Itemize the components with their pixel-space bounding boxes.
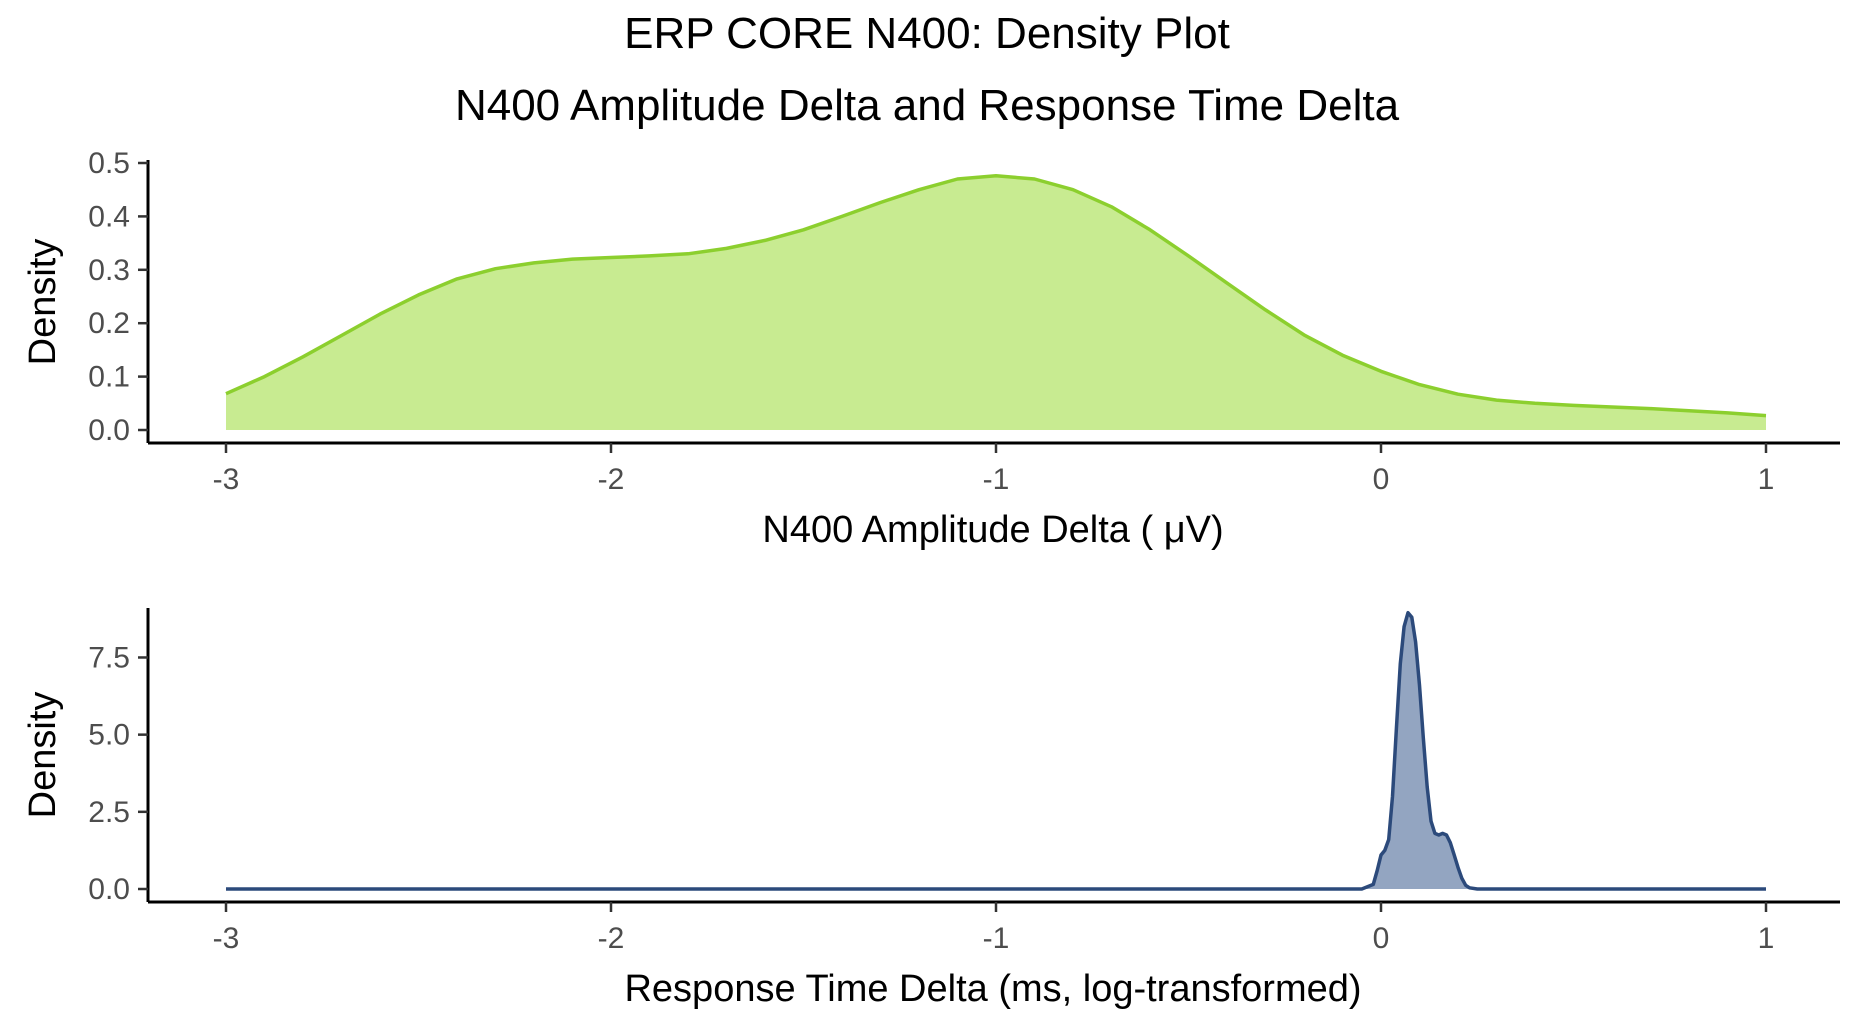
rt-y-tick-label: 0.0 [88, 873, 130, 906]
amplitude-density-line [225, 174, 1767, 418]
amplitude-x-axis-title: N400 Amplitude Delta ( μV) [762, 509, 1223, 551]
amplitude-y-tick-label: 0.2 [88, 307, 130, 340]
amplitude-y-tick-label: 0.4 [88, 200, 130, 233]
amplitude-y-tick-label: 0.3 [88, 254, 130, 287]
rt-y-tick-label: 2.5 [88, 796, 130, 829]
rt-density-line [226, 610, 1766, 891]
amplitude-y-ticks: 0.0 0.1 0.2 0.3 0.4 0.5 [88, 147, 148, 447]
rt-y-ticks: 0.0 2.5 5.0 7.5 [88, 641, 148, 906]
amplitude-x-ticks: -3 -2 -1 0 1 [213, 443, 1775, 496]
amplitude-x-tick-label: -3 [213, 463, 240, 496]
rt-x-ticks: -3 -2 -1 0 1 [213, 902, 1775, 955]
rt-x-axis-title: Response Time Delta (ms, log-transformed… [624, 968, 1361, 1010]
amplitude-x-tick-label: -2 [598, 463, 625, 496]
amplitude-x-tick-label: -1 [983, 463, 1010, 496]
rt-x-tick-label: -2 [598, 922, 625, 955]
rt-x-tick-label: -3 [213, 922, 240, 955]
chart-title: ERP CORE N400: Density Plot [624, 9, 1230, 58]
rt-x-tick-label: 0 [1373, 922, 1390, 955]
rt-density-area [226, 612, 1766, 889]
rt-x-tick-label: -1 [983, 922, 1010, 955]
chart-subtitle: N400 Amplitude Delta and Response Time D… [455, 81, 1400, 130]
amplitude-x-tick-label: 1 [1758, 463, 1775, 496]
rt-y-axis-title: Density [22, 692, 64, 819]
panel-amplitude: 0.0 0.1 0.2 0.3 0.4 0.5 -3 -2 -1 0 1 Density N400… [22, 147, 1840, 551]
rt-y-tick-label: 7.5 [88, 641, 130, 674]
amplitude-x-tick-label: 0 [1373, 463, 1390, 496]
amplitude-y-tick-label: 0.5 [88, 147, 130, 180]
amplitude-y-tick-label: 0.1 [88, 361, 130, 394]
amplitude-y-tick-label: 0.0 [88, 414, 130, 447]
amplitude-density-area [226, 175, 1766, 430]
amplitude-y-axis-title: Density [22, 239, 64, 366]
rt-x-tick-label: 1 [1758, 922, 1775, 955]
rt-y-tick-label: 5.0 [88, 719, 130, 752]
panel-response-time: 0.0 2.5 5.0 7.5 -3 -2 -1 0 1 Density Response T… [22, 608, 1840, 1010]
